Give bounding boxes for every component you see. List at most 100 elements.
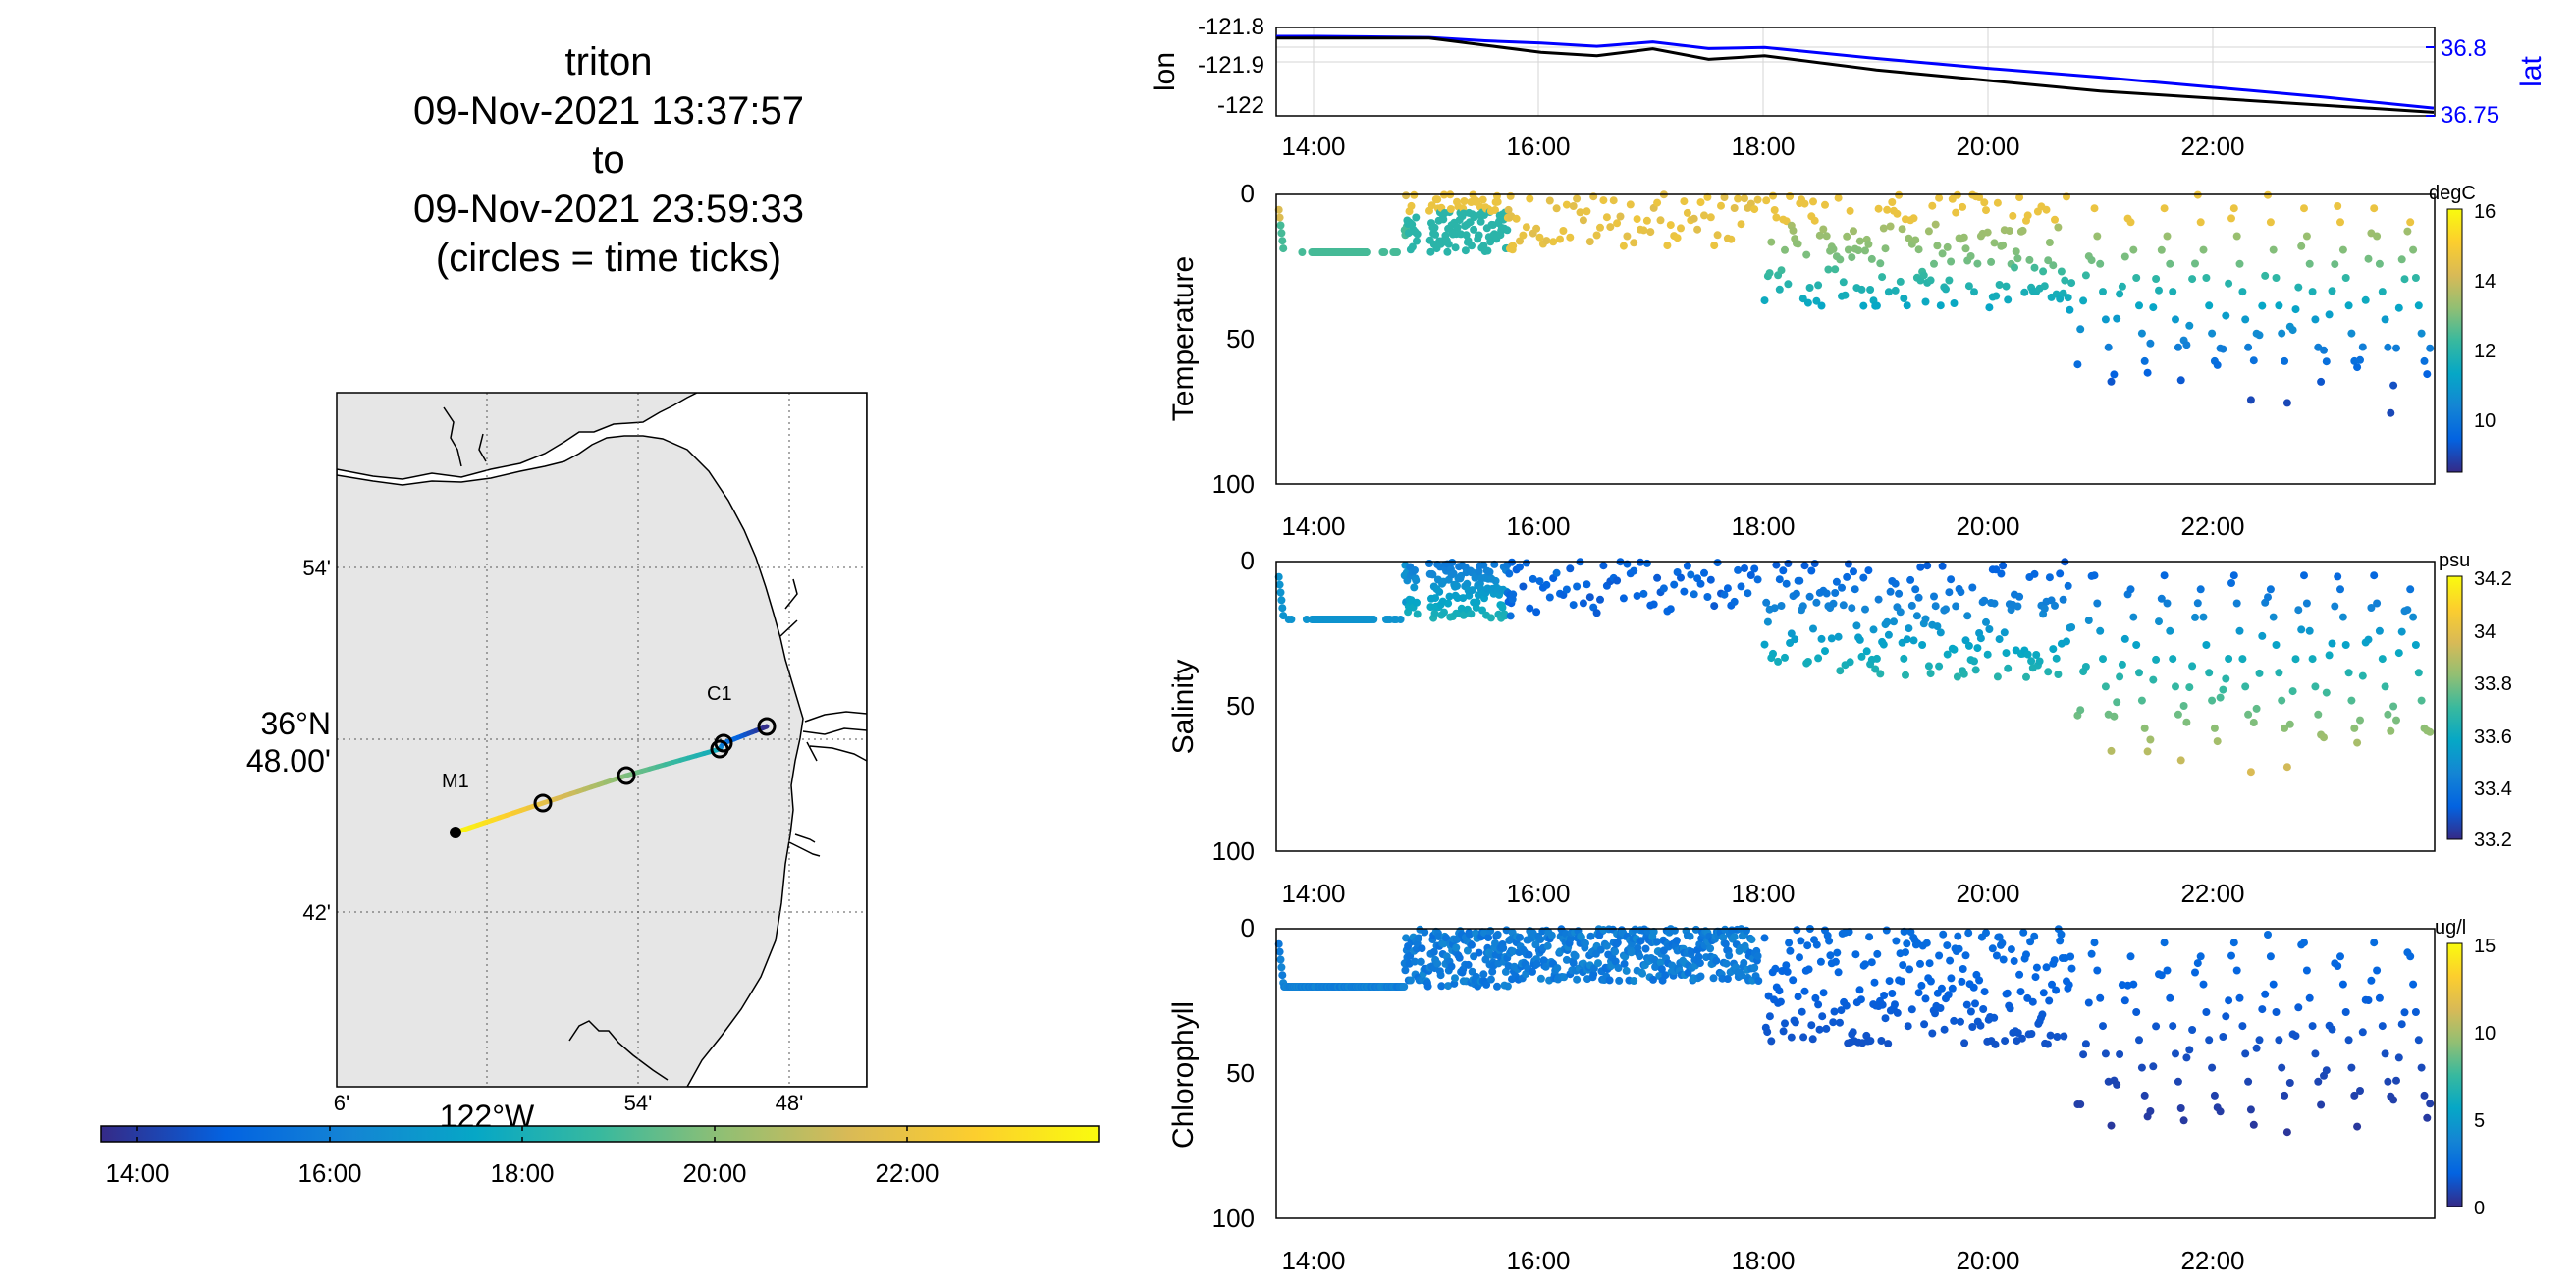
- data-point: [2193, 959, 2202, 968]
- data-point: [2076, 706, 2085, 715]
- data-point: [2302, 966, 2311, 975]
- data-point: [1642, 216, 1651, 225]
- data-point: [2051, 601, 2059, 610]
- temperature-panel: 0 50 100 Temperature 14:00 16:00 18:00 2…: [1167, 179, 2496, 541]
- data-point: [1812, 296, 1821, 305]
- data-point: [1834, 193, 1843, 202]
- data-point: [1837, 1006, 1846, 1015]
- data-point: [1883, 617, 1892, 626]
- data-point: [1656, 216, 1665, 225]
- data-point: [1833, 948, 1842, 957]
- data-point: [2344, 301, 2353, 310]
- data-point: [1569, 959, 1578, 968]
- data-point: [1765, 269, 1774, 278]
- data-point: [2137, 696, 2146, 705]
- data-point: [2378, 1022, 2387, 1031]
- data-point: [1547, 931, 1556, 939]
- chlorophyll-colorbar: [2446, 942, 2463, 1208]
- temperature-axis-label: Temperature: [1167, 256, 1200, 421]
- temp-x-tick-20: 20:00: [1956, 511, 2019, 541]
- data-point: [2389, 702, 2398, 711]
- data-point: [1861, 605, 1869, 614]
- data-point: [1532, 608, 1541, 617]
- data-point: [1449, 569, 1458, 578]
- data-point: [1482, 980, 1491, 989]
- data-point: [1670, 580, 1679, 589]
- data-point: [1659, 584, 1668, 593]
- data-point: [1744, 589, 1752, 598]
- data-point: [1529, 967, 1536, 976]
- data-point: [1630, 239, 1638, 247]
- data-point: [2266, 218, 2275, 227]
- data-point: [1442, 934, 1451, 942]
- time-colorbar-tick-16: 16:00: [297, 1158, 361, 1188]
- data-point: [2336, 218, 2344, 227]
- data-point: [1953, 672, 1961, 681]
- data-point: [1363, 248, 1371, 256]
- data-point: [2389, 1096, 2398, 1104]
- data-point: [1804, 965, 1813, 974]
- data-point: [1924, 227, 1933, 236]
- data-point: [2093, 966, 2102, 975]
- data-point: [1796, 576, 1804, 585]
- data-point: [2397, 255, 2406, 264]
- data-point: [2152, 1022, 2161, 1031]
- data-point: [2325, 651, 2334, 660]
- data-point: [1406, 976, 1415, 985]
- data-point: [2227, 579, 2235, 587]
- station-label-m1: M1: [442, 771, 469, 792]
- data-point: [1836, 255, 1845, 264]
- data-point: [1531, 940, 1540, 949]
- data-point: [2157, 245, 2166, 254]
- data-point: [1579, 599, 1587, 608]
- data-point: [1826, 951, 1835, 960]
- temperature-colorbar-label: degC: [2429, 183, 2476, 204]
- data-point: [1709, 974, 1718, 983]
- data-point: [2241, 315, 2250, 324]
- data-point: [1930, 259, 1938, 268]
- data-point: [2320, 733, 2328, 742]
- data-point: [2067, 279, 2076, 288]
- data-point: [2048, 980, 2056, 989]
- data-point: [2258, 301, 2267, 310]
- data-point: [1918, 641, 1927, 649]
- data-point: [2135, 669, 2143, 677]
- chl-y-tick-0: 0: [1241, 913, 1255, 942]
- data-point: [2278, 1063, 2286, 1072]
- salinity-axes-frame: [1275, 561, 2436, 852]
- data-point: [1649, 600, 1658, 609]
- chl-x-tick-22: 22:00: [2180, 1246, 2244, 1275]
- data-point: [1730, 597, 1739, 606]
- data-point: [1990, 239, 1999, 247]
- data-point: [1848, 253, 1856, 262]
- data-point: [2414, 669, 2423, 677]
- time-tick-circle: [757, 717, 777, 736]
- data-point: [2064, 581, 2072, 590]
- data-point: [1712, 956, 1721, 965]
- data-point: [1873, 949, 1882, 958]
- data-point: [2022, 950, 2030, 959]
- data-point: [2275, 669, 2283, 677]
- data-point: [1417, 957, 1425, 966]
- data-point: [1803, 941, 1812, 950]
- data-point: [2176, 376, 2185, 385]
- data-point: [2210, 724, 2219, 732]
- chlorophyll-panel: 0 50 100 Chlorophyll 14:00 16:00 18:00 2…: [1167, 913, 2496, 1275]
- data-point: [1947, 575, 1956, 584]
- data-point: [2249, 1120, 2258, 1129]
- data-point: [2353, 738, 2362, 747]
- data-point: [2176, 1104, 2185, 1112]
- data-point: [1829, 1018, 1838, 1027]
- data-point: [1911, 585, 1920, 594]
- data-point: [2155, 617, 2163, 626]
- title-line-end: 09-Nov-2021 23:59:33: [412, 188, 805, 231]
- data-point: [1582, 939, 1589, 948]
- data-point: [1819, 225, 1828, 234]
- data-point: [2208, 1063, 2217, 1072]
- data-point: [1855, 986, 1864, 994]
- data-point: [1730, 204, 1739, 212]
- data-point: [1938, 562, 1947, 570]
- data-point: [1799, 1033, 1808, 1042]
- data-point: [1666, 221, 1675, 230]
- data-point: [2210, 1091, 2219, 1100]
